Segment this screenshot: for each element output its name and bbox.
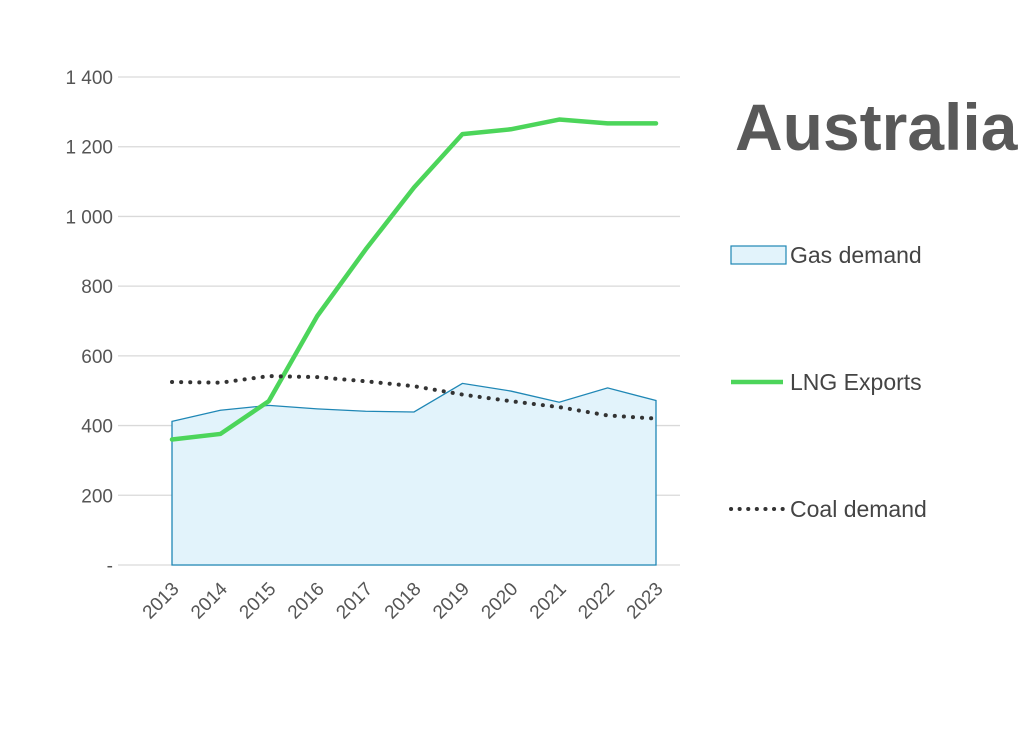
y-tick-label: 1 200 [65, 138, 113, 159]
y-tick-label: 600 [81, 347, 113, 368]
y-tick-label: 1 000 [65, 207, 113, 228]
legend-label: Gas demand [790, 242, 922, 268]
y-tick-label: 400 [81, 417, 113, 438]
legend-label: Coal demand [790, 496, 927, 522]
y-axis-ticks: - 200 400 600 800 1 000 1 200 1 400 [65, 68, 113, 577]
x-tick-label: 2018 [381, 579, 426, 624]
x-tick-label: 2020 [478, 579, 523, 624]
lng-exports-line [169, 117, 659, 442]
x-tick-label: 2017 [332, 579, 377, 624]
gas-demand-area [171, 382, 657, 566]
y-tick-label: 800 [81, 277, 113, 298]
y-tick-label: 200 [81, 486, 113, 507]
chart-title: Australia [735, 90, 1019, 164]
series-layer [169, 117, 659, 566]
x-tick-label: 2021 [526, 579, 571, 624]
y-tick-label: - [107, 556, 113, 577]
x-tick-label: 2019 [429, 579, 474, 624]
y-tick-label: 1 400 [65, 68, 113, 89]
x-tick-label: 2022 [574, 579, 619, 624]
x-tick-label: 2015 [236, 579, 281, 624]
x-tick-label: 2013 [139, 579, 184, 624]
x-tick-label: 2016 [284, 579, 329, 624]
legend-label: LNG Exports [790, 369, 922, 395]
x-tick-label: 2014 [187, 578, 232, 623]
legend: Gas demand LNG Exports Coal demand [729, 242, 927, 522]
coal-demand-line [170, 374, 658, 421]
legend-swatch-gas-demand [730, 245, 787, 265]
x-tick-label: 2023 [623, 579, 668, 624]
x-axis-ticks: 2013 2014 2015 2016 2017 2018 2019 2020 2021 2022… [139, 578, 668, 623]
